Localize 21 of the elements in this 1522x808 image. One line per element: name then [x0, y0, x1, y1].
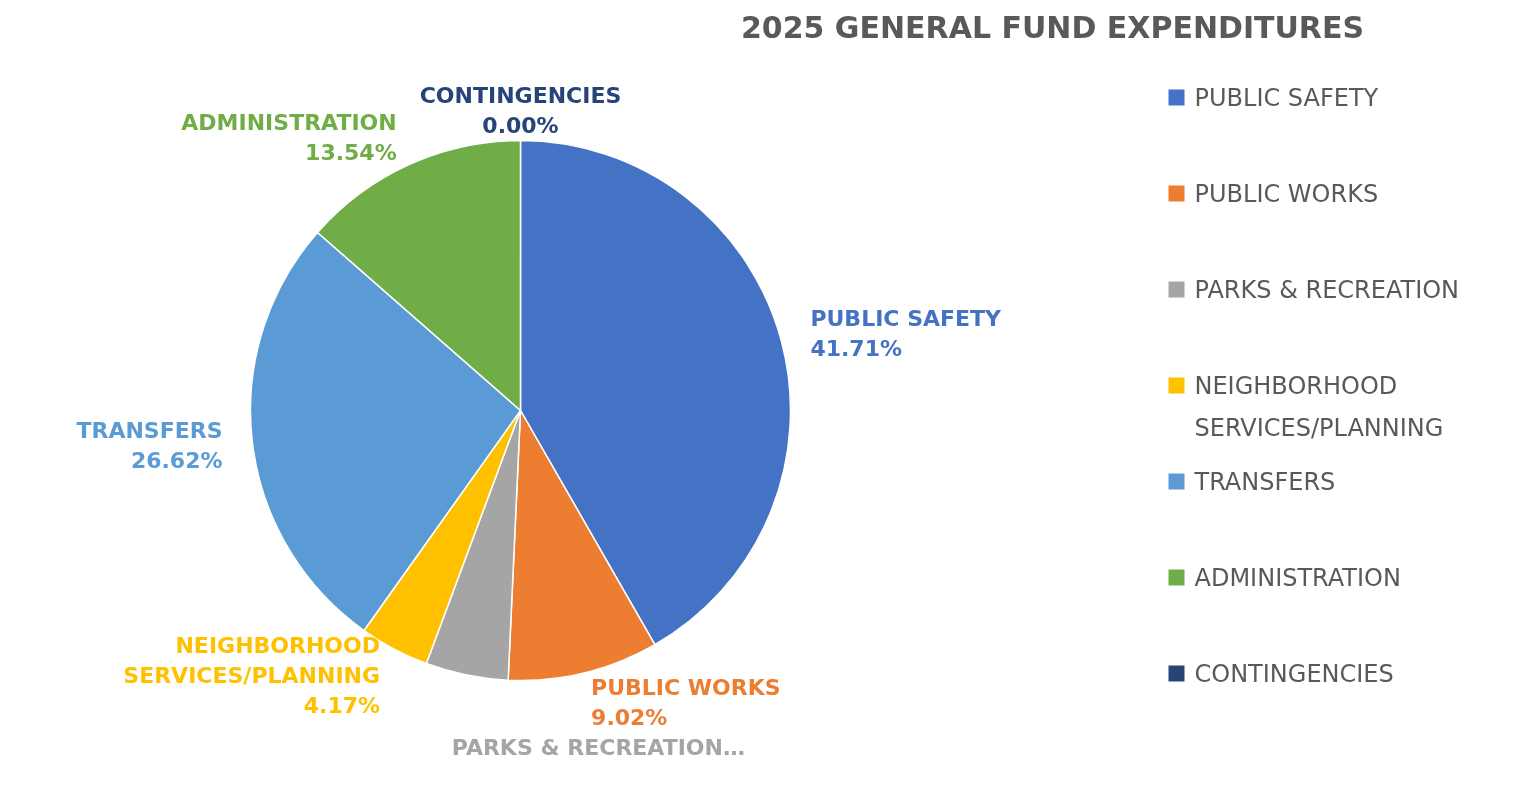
legend-label: NEIGHBORHOOD SERVICES/PLANNING: [1194, 371, 1444, 442]
slice-label: TRANSFERS: [76, 417, 223, 443]
legend-label: PUBLIC WORKS: [1194, 179, 1379, 208]
category-label: CONTINGENCIES: [419, 83, 622, 108]
slice-label: NEIGHBORHOOD SERVICES/PLANNING: [123, 633, 381, 689]
legend-label: PARKS & RECREATION: [1194, 275, 1460, 304]
legend-label: TRANSFERS: [1193, 467, 1336, 496]
slice-label: ADMINISTRATION: [181, 109, 397, 135]
text: 0.00%: [482, 113, 559, 138]
data-label: 41.71%: [810, 335, 903, 361]
legend-label: ADMINISTRATION: [1194, 563, 1401, 592]
legend-label: CONTINGENCIES: [1194, 659, 1394, 688]
chart-title: 2025 GENERAL FUND EXPENDITURES: [740, 10, 1365, 45]
data-label: 9.02%: [591, 704, 668, 730]
legend-label: PUBLIC SAFETY: [1194, 83, 1379, 112]
slice-label: PUBLIC WORKS: [591, 674, 781, 700]
slice-label: PUBLIC SAFETY: [810, 305, 1003, 331]
text: PARKS & RECREATION…: [451, 735, 745, 761]
data-label: 26.62%: [130, 447, 223, 473]
data-label: 4.17%: [303, 693, 381, 719]
data-label: 13.54%: [305, 139, 397, 165]
